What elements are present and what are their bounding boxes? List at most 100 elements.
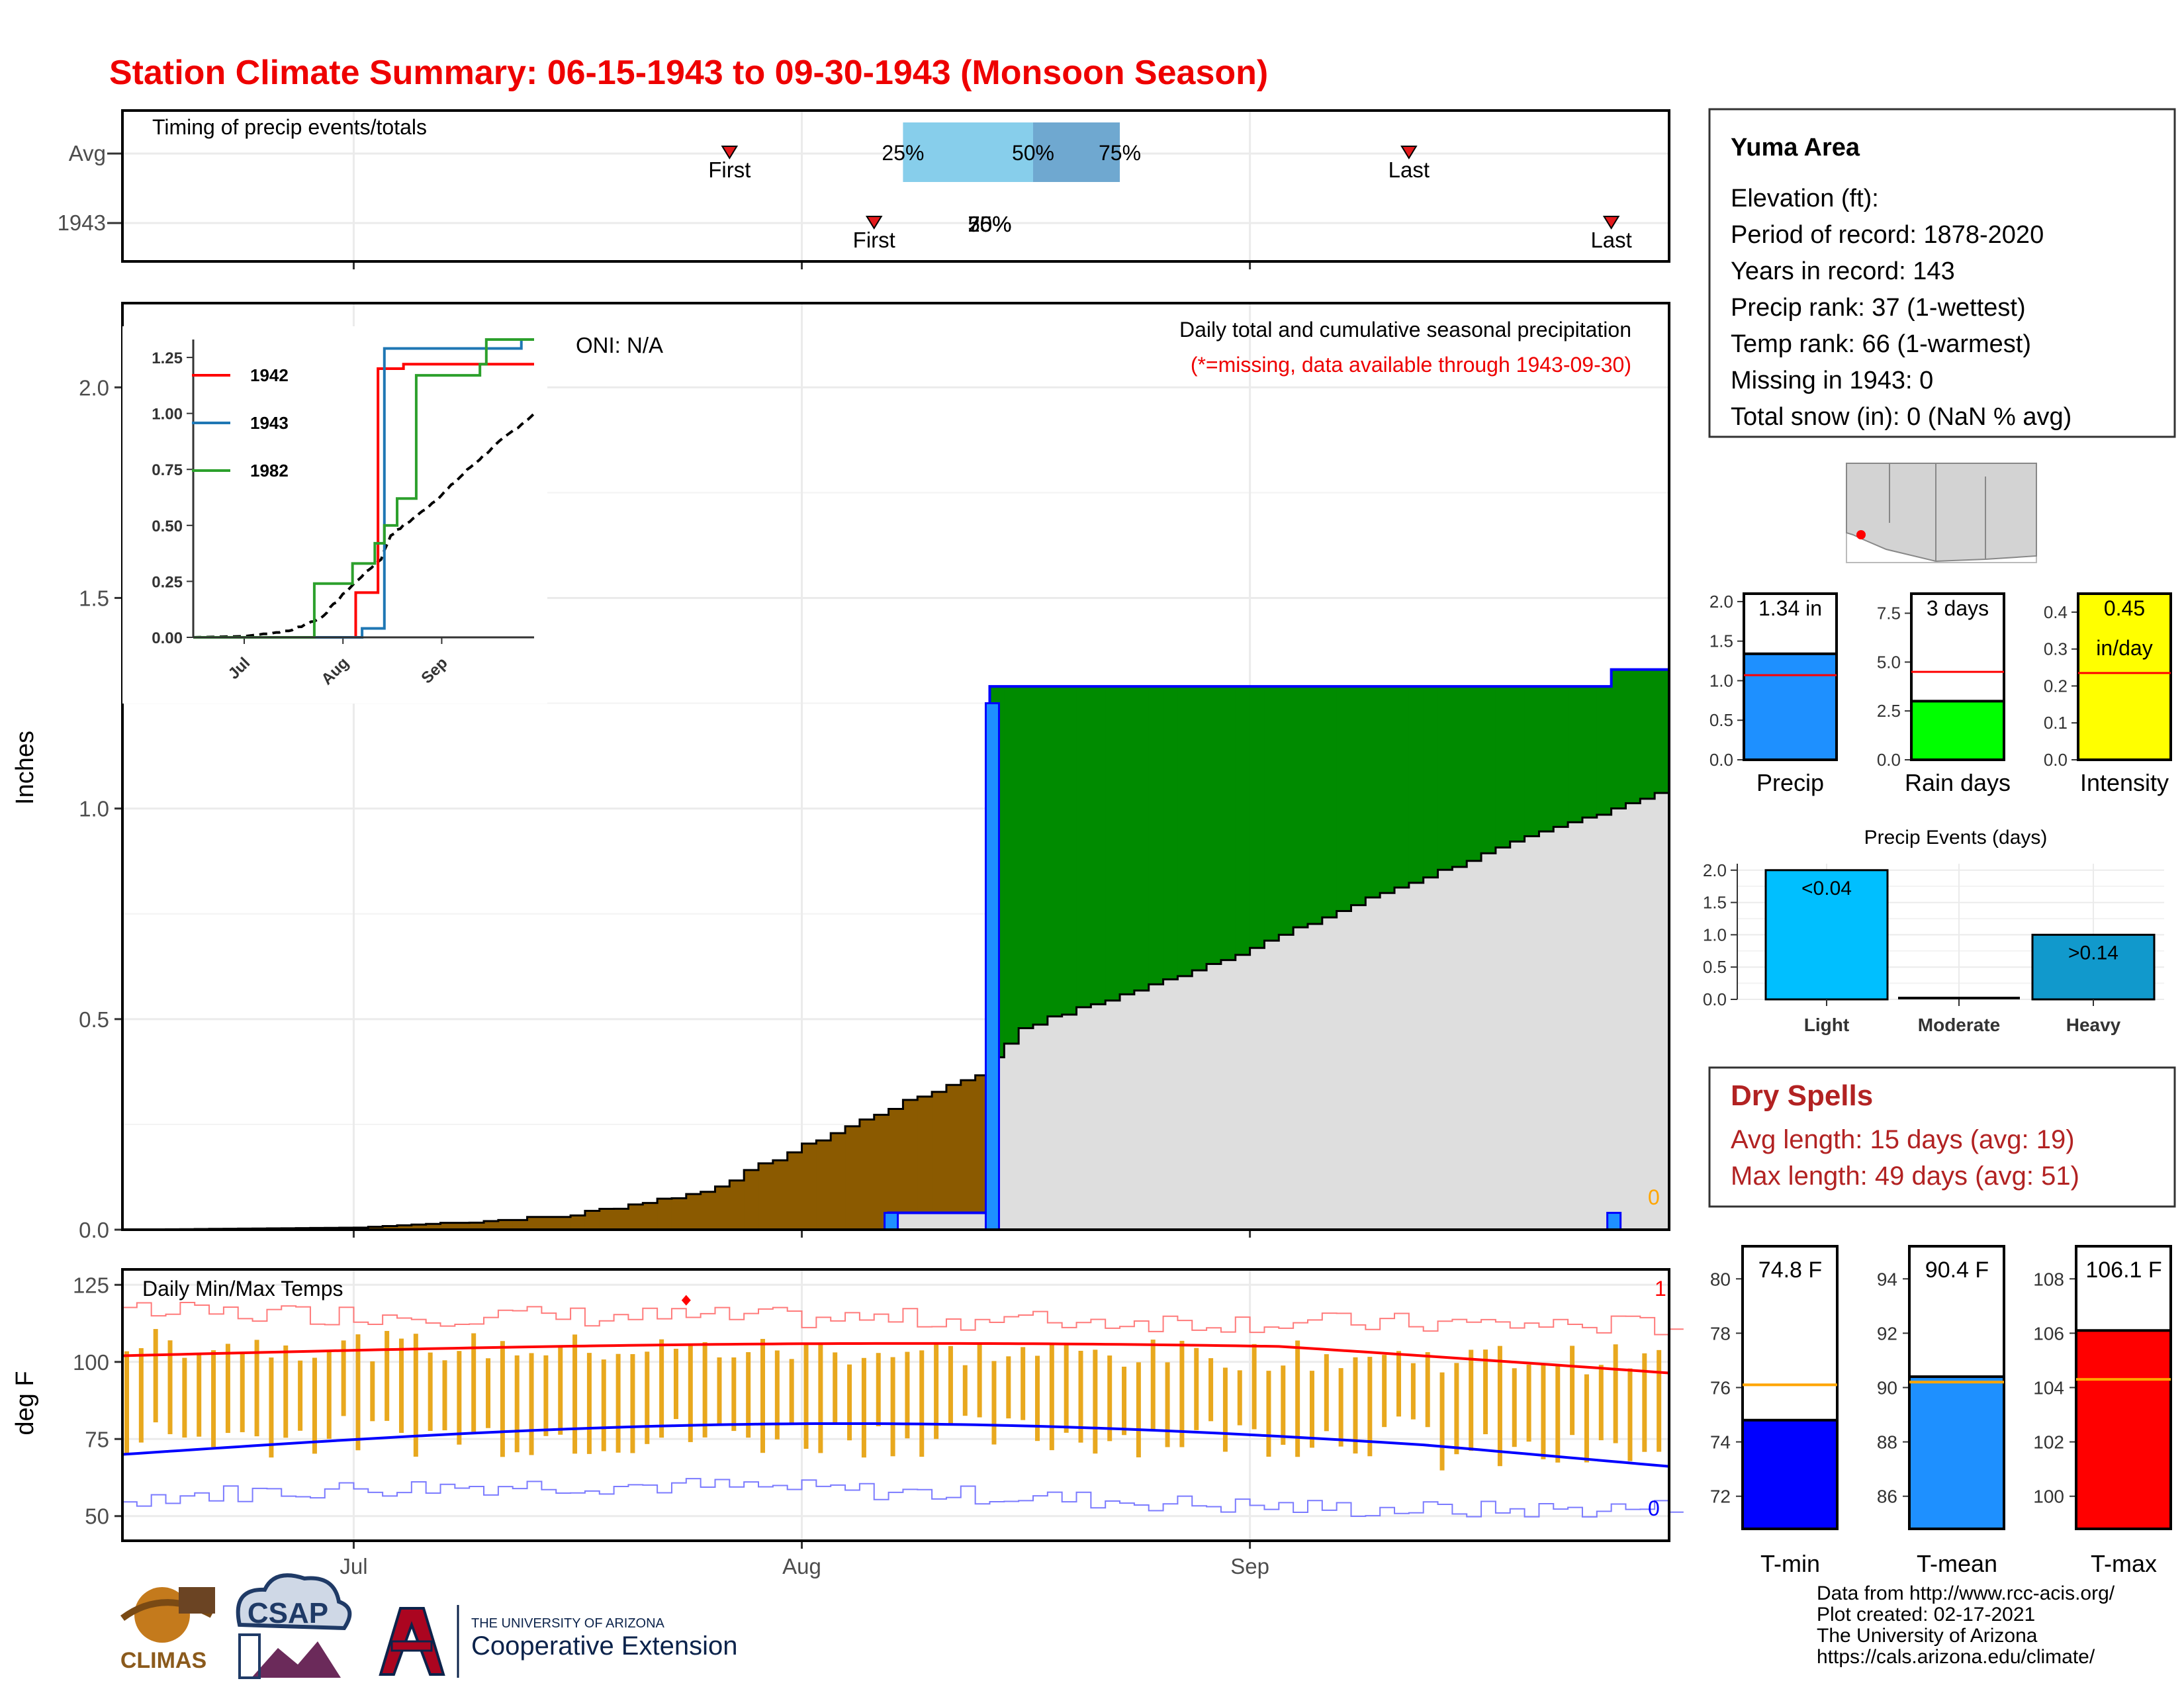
inset-ytick-label: 0.75 (152, 461, 183, 479)
surplus-fill (1612, 670, 1626, 809)
cumulative-base-fill (1134, 991, 1149, 1230)
deficit-fill (860, 1119, 874, 1230)
daily-temp-bar (703, 1342, 707, 1438)
surplus-fill (1438, 686, 1453, 870)
daily-temp-bar (978, 1344, 982, 1418)
daily-temp-bar (991, 1361, 996, 1444)
intensity-ytick-label: 0.1 (2044, 713, 2068, 733)
main-ytick-label: 2.0 (79, 375, 109, 400)
events-bar-label: <0.04 (1801, 878, 1852, 899)
daily-temp-bar (283, 1346, 288, 1438)
tmax-ytick-label: 106 (2033, 1323, 2064, 1344)
surplus-fill (1048, 686, 1062, 1017)
deficit-fill (498, 1220, 513, 1230)
surplus-fill (1539, 686, 1553, 831)
main-ytick-label: 1.5 (79, 586, 109, 610)
daily-temp-bar (1541, 1363, 1545, 1459)
daily-temp-bar (1339, 1368, 1343, 1447)
cumulative-base-fill (1438, 870, 1453, 1230)
surplus-fill (1033, 686, 1048, 1025)
surplus-fill (1380, 686, 1394, 893)
surplus-fill (1409, 686, 1424, 883)
daily-temp-bar (717, 1357, 721, 1424)
deficit-fill (816, 1140, 831, 1230)
surplus-fill (1337, 686, 1351, 911)
deficit-fill (831, 1133, 845, 1230)
daily-temp-bar (1512, 1368, 1517, 1447)
surplus-fill (1293, 686, 1308, 927)
cumulative-base-fill (1206, 964, 1221, 1230)
avg-first-label: First (708, 158, 751, 182)
deficit-fill (845, 1126, 860, 1230)
daily-temp-bar (674, 1349, 678, 1419)
cumulative-base-fill (1105, 1001, 1120, 1230)
daily-temp-bar (154, 1329, 158, 1422)
main-ytick-label: 1.0 (79, 797, 109, 821)
main-ytick-label: 0.5 (79, 1007, 109, 1032)
daily-temp-bar (486, 1358, 490, 1428)
temp-xtick-label: Aug (782, 1554, 821, 1578)
daily-temp-bar (616, 1354, 621, 1453)
daily-temp-bar (847, 1365, 852, 1441)
intensity-ytick-label: 0.2 (2044, 676, 2068, 696)
precip-total-ytick-label: 2.0 (1709, 592, 1733, 612)
deficit-fill (903, 1100, 917, 1213)
surplus-fill (1149, 686, 1163, 984)
dry-spells-max: Max length: 49 days (avg: 51) (1731, 1162, 2079, 1191)
ua-logo-big-text: Cooperative Extension (471, 1631, 737, 1661)
daily-temp-bar (428, 1353, 433, 1431)
tmax-ytick-label: 108 (2033, 1269, 2064, 1289)
daily-temp-bar (1295, 1340, 1300, 1457)
events-category-label: Light (1804, 1015, 1849, 1035)
events-title: Precip Events (days) (1864, 827, 2048, 848)
daily-temp-bar (515, 1355, 520, 1452)
daily-temp-bar (543, 1355, 548, 1436)
deficit-fill (527, 1217, 542, 1230)
daily-temp-bar (1498, 1346, 1502, 1467)
events-category-label: Moderate (1918, 1015, 2000, 1035)
surplus-fill (1467, 686, 1481, 861)
events-bar-label: >0.14 (2068, 942, 2118, 964)
daily-temp-bar (1570, 1346, 1574, 1435)
tmean-ytick-label: 90 (1877, 1378, 1897, 1398)
deficit-fill (744, 1170, 758, 1230)
surplus-fill (1004, 686, 1019, 1044)
cumulative-base-fill (1452, 867, 1467, 1230)
cumulative-base-fill (1553, 827, 1568, 1230)
daily-temp-bar (1411, 1363, 1416, 1420)
daily-temp-bar (1006, 1356, 1011, 1418)
inset-ytick-label: 1.00 (152, 406, 183, 424)
temp-panel-title: Daily Min/Max Temps (142, 1277, 343, 1301)
credit-line: Data from http://www.rcc-acis.org/ (1817, 1582, 2115, 1604)
deficit-fill (585, 1211, 600, 1230)
daily-temp-bar (1165, 1362, 1170, 1447)
deficit-fill (600, 1209, 614, 1230)
daily-precip-bar (885, 1213, 898, 1230)
inset-ytick-label: 1.25 (152, 349, 183, 367)
inset-ytick-label: 0.25 (152, 573, 183, 591)
inset-ytick-label: 0.00 (152, 629, 183, 647)
daily-temp-bar (1614, 1344, 1618, 1443)
cumulative-base-fill (1424, 878, 1438, 1230)
main-ytick-label: 0.0 (79, 1218, 109, 1242)
tmin-axis-label: T-min (1760, 1550, 1820, 1577)
precip-total-ytick-label: 1.5 (1709, 631, 1733, 651)
surplus-fill (1568, 686, 1582, 822)
inset-legend-label: 1982 (250, 461, 289, 480)
rain-days-bar (1911, 701, 2004, 760)
events-ytick-label: 0.0 (1703, 989, 1727, 1009)
page-title: Station Climate Summary: 06-15-1943 to 0… (109, 54, 1268, 92)
daily-temp-bar (370, 1361, 375, 1421)
events-ytick-label: 1.5 (1703, 893, 1727, 913)
deficit-fill (570, 1215, 585, 1230)
daily-temp-bar (1426, 1352, 1430, 1427)
precip-total-axis-label: Precip (1756, 769, 1824, 796)
ua-logo-bar (392, 1641, 432, 1651)
surplus-fill (1351, 686, 1365, 905)
cumulative-base-fill (1192, 970, 1206, 1230)
intensity-ytick-label: 0.0 (2044, 750, 2068, 770)
daily-temp-bar (963, 1365, 968, 1416)
cumulative-base-fill (1177, 976, 1192, 1230)
rain-days-ytick-label: 2.5 (1877, 701, 1901, 721)
surplus-fill (1625, 670, 1640, 803)
